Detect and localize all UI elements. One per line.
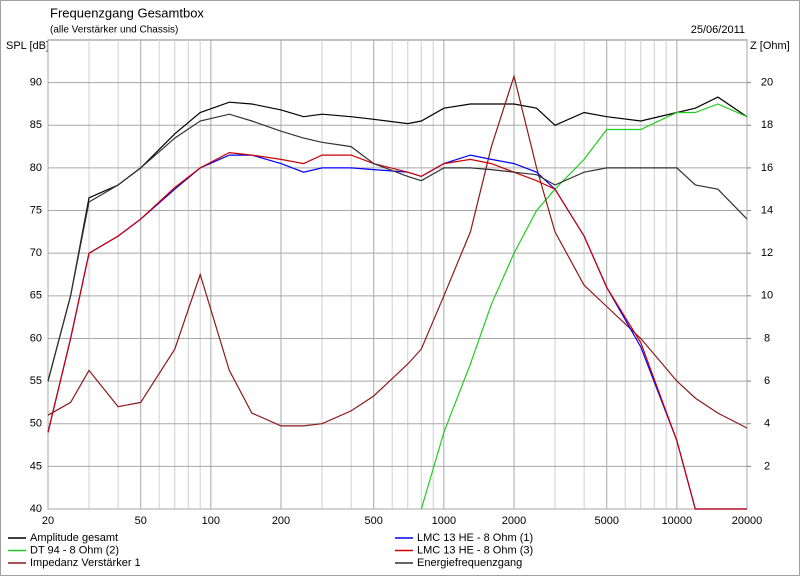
y-tick-label: 55 <box>30 375 42 387</box>
legend-label: Amplitude gesamt <box>30 532 118 544</box>
y-tick-label: 60 <box>30 332 42 344</box>
chart-subtitle: (alle Verstärker und Chassis) <box>50 25 178 36</box>
y-tick-label: 40 <box>30 503 42 515</box>
x-tick-label: 200 <box>272 515 290 527</box>
x-tick-label: 20000 <box>732 515 763 527</box>
y2-axis-label: Z [Ohm] <box>750 40 790 52</box>
series-line <box>47 113 748 382</box>
legend-label: Impedanz Verstärker 1 <box>30 557 141 569</box>
y2-tick-label: 20 <box>761 77 773 89</box>
y-tick-label: 70 <box>30 247 42 259</box>
y-tick-label: 65 <box>30 290 42 302</box>
x-tick-label: 500 <box>365 515 383 527</box>
legend-label: LMC 13 HE - 8 Ohm (1) <box>417 532 533 544</box>
plot-area <box>47 39 748 510</box>
x-tick-label: 10000 <box>662 515 693 527</box>
series-line <box>47 74 748 429</box>
x-tick-label: 2000 <box>502 515 526 527</box>
y-tick-label: 50 <box>30 418 42 430</box>
series-line <box>47 151 747 510</box>
y2-tick-label: 18 <box>761 119 773 131</box>
x-tick-label: 5000 <box>594 515 618 527</box>
x-tick-label: 50 <box>135 515 147 527</box>
y-tick-label: 90 <box>30 77 42 89</box>
y2-tick-label: 4 <box>764 418 770 430</box>
legend-label: LMC 13 HE - 8 Ohm (3) <box>417 544 533 556</box>
y2-tick-label: 8 <box>764 332 770 344</box>
y-axis-label: SPL [dB] <box>6 40 49 52</box>
chart-title: Frequenzgang Gesamtbox <box>50 5 204 20</box>
y-tick-label: 80 <box>30 162 42 174</box>
x-tick-label: 20 <box>42 515 54 527</box>
y2-tick-label: 16 <box>761 162 773 174</box>
legend-label: DT 94 - 8 Ohm (2) <box>30 544 119 556</box>
x-tick-label: 1000 <box>432 515 456 527</box>
y-tick-label: 75 <box>30 204 42 216</box>
y-tick-label: 85 <box>30 119 42 131</box>
series-line <box>420 103 748 510</box>
series-line <box>47 96 748 382</box>
y2-tick-label: 14 <box>761 204 773 216</box>
legend-label: Energiefrequenzgang <box>417 557 522 569</box>
y-tick-label: 45 <box>30 460 42 472</box>
chart-date: 25/06/2011 <box>691 24 745 36</box>
y2-tick-label: 12 <box>761 247 773 259</box>
y2-tick-label: 6 <box>764 375 770 387</box>
y2-tick-label: 10 <box>761 290 773 302</box>
y2-tick-label: 2 <box>764 460 770 472</box>
x-tick-label: 100 <box>202 515 220 527</box>
